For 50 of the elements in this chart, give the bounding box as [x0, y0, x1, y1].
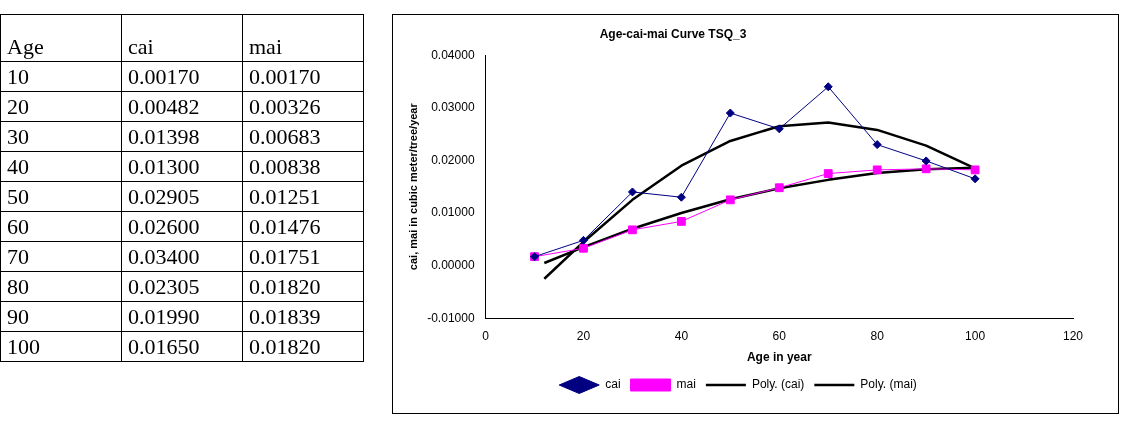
y-tick-label: 90	[0, 301, 122, 332]
data-label: 0.00838	[242, 151, 364, 182]
data-label: 0.01650	[121, 331, 243, 362]
y-tick-label: 20	[0, 91, 122, 122]
data-label: 0.00170	[121, 61, 243, 92]
data-label: 0.02600	[121, 211, 243, 242]
chart-title: Age-cai-mai Curve TSQ_3	[598, 27, 748, 41]
y-tick-label: -0.01000	[427, 310, 475, 325]
data-label: 0.01251	[242, 181, 364, 212]
y-tick-label: 0.00000	[431, 257, 475, 272]
data-label: 0.02305	[121, 271, 243, 302]
x-tick-label: 60	[772, 328, 787, 343]
data-label: 0.01839	[242, 301, 364, 332]
legend-label: cai	[605, 377, 621, 392]
x-tick-label: 100	[965, 328, 986, 343]
data-label: 0.01476	[242, 211, 364, 242]
y-tick-label: 70	[0, 241, 122, 272]
data-label: 0.01300	[121, 151, 243, 182]
data-label: 0.00326	[242, 91, 364, 122]
data-label: 0.00683	[242, 121, 364, 152]
data-label: 0.01990	[121, 301, 243, 332]
x-tick-label: 20	[576, 328, 591, 343]
data-label: 0.02905	[121, 181, 243, 212]
data-label: 0.01751	[242, 241, 364, 272]
y-tick-label: 0.02000	[431, 152, 475, 167]
y-tick-label: 40	[0, 151, 122, 182]
y-tick-label: 0.04000	[431, 47, 475, 62]
x-axis-title: Age in year	[746, 350, 812, 365]
y-tick-label: 50	[0, 181, 122, 212]
y-tick-label: 80	[0, 271, 122, 302]
data-label: 0.00170	[242, 61, 364, 92]
legend-label: Poly. (mai)	[860, 377, 917, 392]
y-tick-label: 60	[0, 211, 122, 242]
y-tick-label: 10	[0, 61, 122, 92]
y-axis-title: Age	[0, 14, 122, 62]
data-label: 0.03400	[121, 241, 243, 272]
legend-label: Poly. (cai)	[751, 377, 805, 392]
y-tick-label: 30	[0, 121, 122, 152]
y-axis-title: cai, mai in cubic meter/tree/year	[406, 102, 419, 271]
x-tick-label: 80	[870, 328, 885, 343]
y-tick-label: 0.03000	[431, 100, 475, 115]
data-label: 0.01398	[121, 121, 243, 152]
x-tick-label: 120	[1062, 328, 1084, 343]
data-label: 0.01820	[242, 271, 364, 302]
x-tick-label: 0	[482, 328, 490, 343]
x-tick-label: 40	[674, 328, 689, 343]
legend-label: mai	[676, 377, 696, 392]
data-label: 0.00482	[121, 91, 243, 122]
y-tick-label: 0.01000	[431, 205, 475, 220]
data-label: 0.01820	[242, 331, 364, 362]
